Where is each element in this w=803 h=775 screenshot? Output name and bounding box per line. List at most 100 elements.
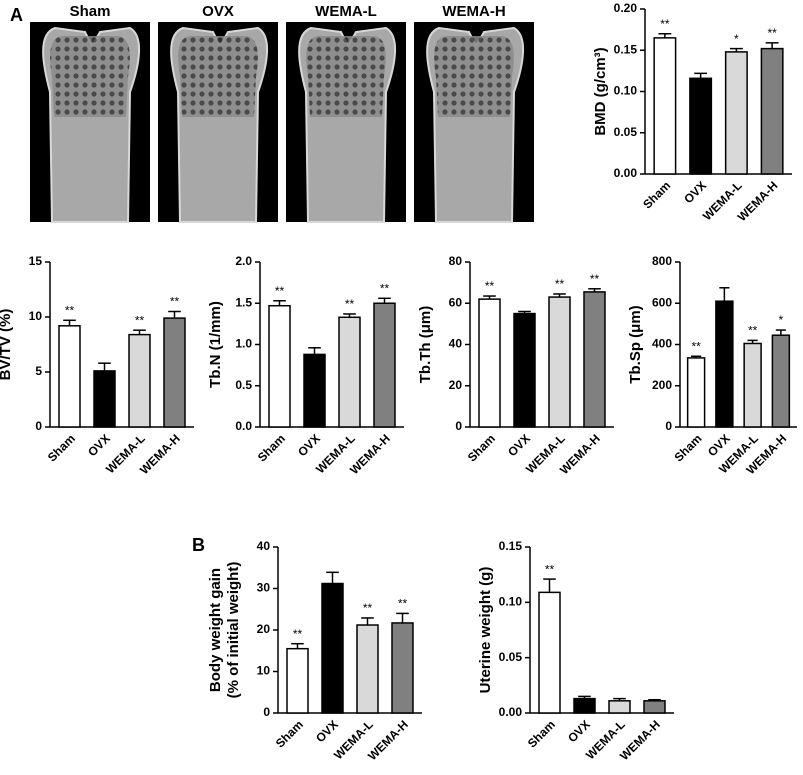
- significance: **: [691, 339, 701, 353]
- x-tick-label: Sham: [671, 431, 704, 464]
- x-tick-label: Sham: [255, 431, 288, 464]
- bar: [743, 342, 762, 428]
- trabecular-region: [50, 36, 130, 117]
- y-tick-label: 0.20: [614, 1, 638, 15]
- bar: [268, 304, 291, 428]
- y-tick-label: 40: [257, 539, 271, 553]
- y-tick-label: 1.0: [235, 337, 252, 351]
- bar: [760, 47, 784, 175]
- y-tick-label: 200: [652, 378, 672, 392]
- y-tick-label: 800: [652, 254, 672, 268]
- bar: [686, 357, 706, 428]
- x-tick-label: Sham: [45, 431, 78, 464]
- image-label: OVX: [202, 3, 234, 20]
- x-tick-label: Sham: [525, 717, 558, 750]
- y-tick-label: 0.05: [614, 125, 638, 139]
- significance: *: [779, 313, 784, 327]
- y-tick-label: 0: [35, 419, 42, 433]
- significance: **: [660, 17, 670, 31]
- bar: [715, 300, 734, 428]
- x-tick-label: OVX: [295, 431, 323, 459]
- y-tick-label: 20: [257, 622, 271, 636]
- significance: **: [345, 297, 355, 311]
- x-tick-label: OVX: [85, 431, 113, 459]
- x-tick-label: OVX: [505, 431, 533, 459]
- y-tick-label: 1.5: [235, 295, 252, 309]
- bar: [513, 312, 536, 428]
- y-tick-label: 10: [257, 664, 271, 678]
- y-tick-label: 30: [257, 581, 271, 595]
- significance: **: [65, 303, 75, 317]
- image-label: WEMA-H: [442, 3, 505, 20]
- significance: **: [398, 597, 408, 611]
- x-tick-label: Sham: [273, 717, 306, 750]
- bar-chart: 0.00.51.01.52.0Tb.N (1/mm)**Sham OVX**WEM…: [207, 254, 404, 477]
- bar: [163, 317, 186, 428]
- bar: [724, 51, 748, 175]
- bar: [286, 647, 309, 714]
- bar: [643, 700, 666, 714]
- bar: [653, 37, 677, 175]
- y-tick-label: 0: [455, 419, 462, 433]
- significance: **: [170, 295, 180, 309]
- y-tick-label: 80: [449, 254, 463, 268]
- trabecular-region: [178, 36, 258, 117]
- x-tick-label: OVX: [313, 717, 341, 745]
- y-tick-label: 2.0: [235, 254, 252, 268]
- y-tick-label: 0.15: [614, 42, 638, 56]
- x-tick-label: Sham: [640, 178, 673, 211]
- bar: [93, 370, 116, 428]
- bar: [128, 333, 151, 428]
- y-tick-label: 0.10: [499, 595, 523, 609]
- significance: **: [485, 279, 495, 293]
- y-axis-label: Tb.Sp (μm): [627, 305, 644, 383]
- micro-ct-images: Sham OVX WEMA-L WEMA-H: [30, 3, 534, 223]
- significance: **: [590, 272, 600, 286]
- y-axis-label: Body weight gain: [207, 568, 224, 692]
- panel-label: A: [10, 5, 23, 25]
- y-axis-label: BV/TV (%): [0, 309, 14, 381]
- bar: [338, 316, 361, 428]
- y-tick-label: 400: [652, 337, 672, 351]
- bar: [373, 302, 396, 428]
- y-tick-label: 0.10: [614, 84, 638, 98]
- trabecular-region: [306, 36, 386, 117]
- significance: **: [135, 313, 145, 327]
- significance: **: [767, 26, 777, 40]
- bar-chart: 0.00 0.05 0.10 0.15 0.20 BMD (g/cm³) ** Sham OVX…: [592, 1, 792, 224]
- bar: [548, 296, 571, 428]
- significance: **: [293, 627, 303, 641]
- y-tick-label: 0: [665, 419, 672, 433]
- significance: **: [380, 281, 390, 295]
- bar: [303, 353, 326, 428]
- bar: [771, 334, 791, 428]
- significance: **: [748, 324, 758, 338]
- y-tick-label: 60: [449, 295, 463, 309]
- bar: [356, 624, 379, 714]
- bar: [538, 591, 561, 714]
- bar: [573, 697, 596, 714]
- trabecular-region: [434, 36, 514, 117]
- bar: [583, 291, 606, 428]
- significance: **: [363, 601, 373, 615]
- y-axis-label: Tb.Th (μm): [417, 306, 434, 384]
- y-tick-label: 0: [263, 705, 270, 719]
- y-tick-label: 0.0: [235, 419, 252, 433]
- y-tick-label: 0.00: [614, 166, 638, 180]
- bar-chart: 0 10 20 30 40 Body weight gain (% of initial w…: [207, 539, 422, 763]
- y-tick-label: 600: [652, 295, 672, 309]
- image-label: Sham: [70, 3, 111, 20]
- panel-label: B: [192, 535, 205, 555]
- y-tick-label: 0.00: [499, 705, 523, 719]
- bar: [391, 622, 414, 714]
- y-tick-label: 15: [29, 254, 43, 268]
- y-axis-label: BMD (g/cm³): [592, 47, 609, 135]
- significance: **: [545, 562, 555, 576]
- image-label: WEMA-L: [315, 3, 377, 20]
- y-tick-label: 40: [449, 337, 463, 351]
- x-tick-label: OVX: [681, 178, 709, 206]
- y-tick-label: 5: [35, 364, 42, 378]
